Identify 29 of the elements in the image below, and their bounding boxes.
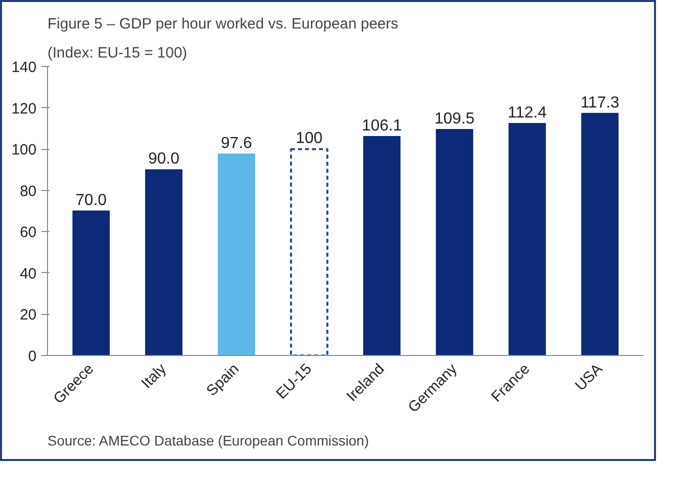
y-tick-label: 80 — [20, 182, 37, 200]
bar — [363, 136, 401, 356]
bar — [436, 128, 474, 356]
y-tick-label: 100 — [11, 142, 37, 159]
data-label: 117.3 — [580, 94, 620, 112]
y-tick-label: 140 — [11, 59, 37, 76]
y-tick-label: 60 — [20, 224, 37, 242]
y-tick-label: 20 — [20, 306, 37, 324]
y-tick-label: 120 — [11, 100, 37, 118]
x-tick-label: USA — [572, 360, 606, 394]
chart-subtitle: (Index: EU-15 = 100) — [48, 44, 188, 62]
chart-title: Figure 5 – GDP per hour worked vs. European peers — [48, 16, 398, 32]
y-tick-label: 0 — [28, 348, 36, 365]
data-label: 109.5 — [434, 110, 475, 128]
data-label: 90.0 — [148, 150, 180, 168]
data-label: 106.1 — [362, 117, 402, 134]
data-label: 112.4 — [508, 104, 547, 122]
x-tick-label: Italy — [138, 360, 170, 392]
bar — [145, 169, 182, 356]
bar — [218, 154, 256, 356]
data-label: 97.6 — [220, 135, 252, 152]
data-label: 70.0 — [76, 192, 107, 209]
source-note: Source: AMECO Database (European Commission) — [48, 432, 369, 448]
bar — [581, 112, 619, 356]
data-label: 100 — [296, 130, 323, 148]
y-tick-label: 40 — [20, 265, 37, 282]
bar — [290, 148, 328, 356]
bar — [508, 122, 546, 356]
bar — [72, 210, 110, 356]
